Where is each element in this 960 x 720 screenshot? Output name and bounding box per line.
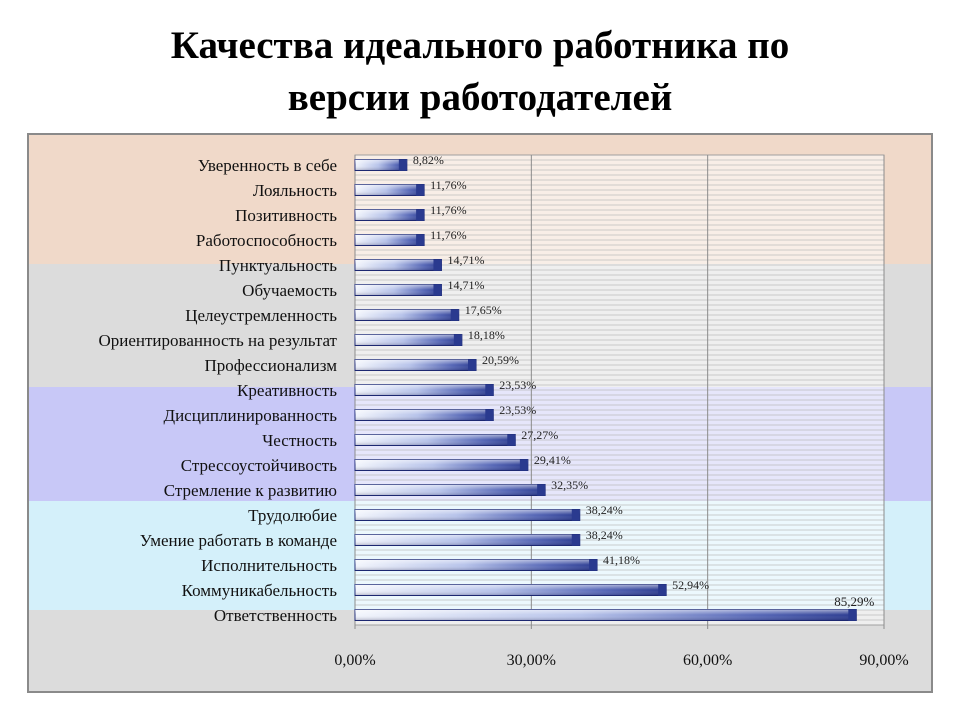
bar [354,159,408,171]
x-tick-label: 60,00% [683,652,732,669]
category-label: Креативность [237,381,337,400]
value-label: 85,29% [834,594,874,609]
value-label: 32,35% [551,478,588,492]
bar [354,384,494,396]
bar [354,309,460,321]
value-label: 27,27% [521,428,558,442]
bar [354,259,442,271]
category-label: Лояльность [253,181,337,200]
bar [354,409,494,421]
title-line-1: Качества идеального работника по [170,24,790,67]
value-label: 52,94% [672,578,709,592]
bar [354,359,477,371]
value-label: 23,53% [499,403,536,417]
chart-frame [27,133,933,693]
category-label: Профессионализм [204,356,337,375]
bar [354,184,425,196]
x-tick-label: 30,00% [507,652,556,669]
value-label: 14,71% [447,278,484,292]
x-tick-label: 0,00% [334,652,375,669]
value-label: 20,59% [482,353,519,367]
value-label: 11,76% [430,228,467,242]
category-label: Пунктуальность [219,256,337,275]
bar [354,534,581,546]
category-label: Работоспособность [196,231,337,250]
value-label: 14,71% [447,253,484,267]
value-label: 18,18% [468,328,505,342]
category-label: Ориентированность на результат [98,331,337,350]
category-label: Дисциплинированность [163,406,337,425]
category-label: Уверенность в себе [198,156,337,175]
bar [354,609,857,621]
category-label: Исполнительность [201,556,337,575]
value-label: 38,24% [586,528,623,542]
value-label: 11,76% [430,178,467,192]
page-title: Качества идеального работника по версии … [0,20,960,124]
bar [354,509,581,521]
category-label: Ответственность [214,606,337,625]
category-label: Стрессоустойчивость [181,456,337,475]
category-label: Честность [262,431,337,450]
bar [354,209,425,221]
value-label: 23,53% [499,378,536,392]
x-tick-label: 90,00% [859,652,908,669]
title-line-2: версии работодателей [287,76,673,119]
bar [354,234,425,246]
category-label: Целеустремленность [185,306,337,325]
value-label: 38,24% [586,503,623,517]
category-label: Обучаемость [242,281,337,300]
value-label: 29,41% [534,453,571,467]
bar [354,559,598,571]
value-label: 41,18% [603,553,640,567]
bar [354,484,546,496]
category-label: Позитивность [235,206,337,225]
bar [354,284,442,296]
value-label: 11,76% [430,203,467,217]
bar [354,434,516,446]
bar-chart: Уверенность в себе 8,82% Лояльность 11,76% П… [27,133,933,693]
category-label: Коммуникабельность [182,581,338,600]
bar [354,334,463,346]
bar [354,459,529,471]
category-label: Умение работать в команде [140,531,337,550]
value-label: 17,65% [465,303,502,317]
category-label: Трудолюбие [248,506,337,525]
value-label: 8,82% [413,153,444,167]
bar [354,584,667,596]
category-label: Стремление к развитию [164,481,337,500]
